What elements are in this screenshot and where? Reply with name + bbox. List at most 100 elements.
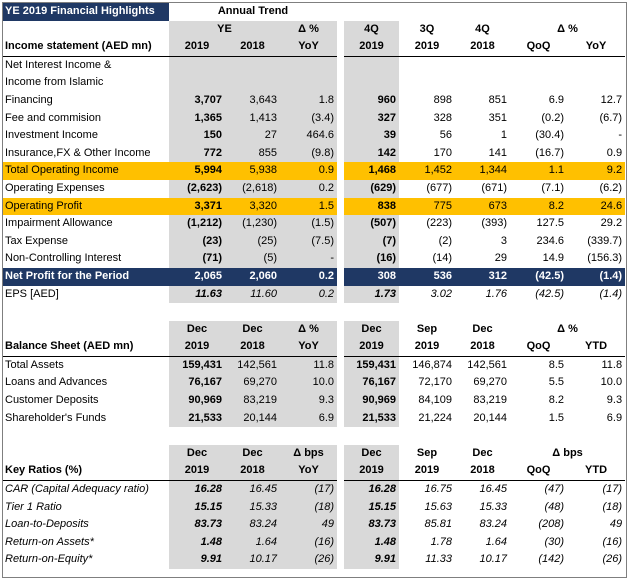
col-yoy-q: YoY xyxy=(567,38,626,57)
value-change-qoq: 8.5 xyxy=(548,358,565,371)
value-3q-2019: 775 xyxy=(399,197,456,216)
kr-col-2018: 2018 xyxy=(225,462,280,482)
value-sep-2019: 11.33 xyxy=(425,553,453,566)
bs-col-qoq: QoQ xyxy=(510,338,568,357)
value-dec-2018: 69,270 xyxy=(225,374,280,393)
col-yoy: YoY xyxy=(280,38,338,57)
value-dec-2018-q: 20,144 xyxy=(473,411,508,424)
value-sep-2019: 72,170 xyxy=(418,376,453,389)
column-gap xyxy=(337,91,345,110)
value-yoy: 0.2 xyxy=(280,285,338,304)
kr-dec-2: Dec xyxy=(225,444,280,463)
table-row: Net Profit for the Period 2,065 2,060 0.2 30… xyxy=(3,267,626,286)
value-4q-2019: (507) xyxy=(344,215,400,233)
ratios-header-row-2: Key Ratios (%) 2019 2018 YoY 2019 2019 2… xyxy=(3,462,626,482)
bs-col-dec-2019: 2019 xyxy=(344,338,400,357)
value-change-yoy: 11.8 xyxy=(280,356,338,375)
value-change-qoq: 1.5 xyxy=(548,411,565,424)
value-qoq: (7.1) xyxy=(541,181,565,194)
row-label: Insurance,FX & Other Income xyxy=(5,146,151,159)
value-4q-2019: 327 xyxy=(344,109,400,128)
row-label: Operating Expenses xyxy=(5,181,105,194)
financial-highlights-table: YE 2019 Financial Highlights Annual Tren… xyxy=(3,3,626,569)
value-3q-2019: (223) xyxy=(426,217,453,230)
nii-label-line1: Net Interest Income & xyxy=(5,58,112,71)
value-4q-2018: 851 xyxy=(488,93,508,106)
value-yoy: 1.5 xyxy=(280,197,338,216)
value-qoq: 14.9 xyxy=(542,252,565,265)
value-qoq: (30.4) xyxy=(535,129,565,142)
value-ye-2019: (71) xyxy=(169,250,225,268)
table-row: CAR (Capital Adequacy ratio) 16.28 16.45 (1… xyxy=(3,480,625,499)
table-row: Loan-to-Deposits 83.73 83.24 49 83.73 85.81 83… xyxy=(3,516,625,534)
value-ye-2018: 3,643 xyxy=(225,91,280,110)
row-label: Customer Deposits xyxy=(5,394,99,407)
kr-col-qoq: QoQ xyxy=(510,462,568,482)
value-yoy: 0.9 xyxy=(280,162,338,180)
column-gap xyxy=(337,197,345,216)
value-4q-2019: 1,468 xyxy=(344,162,400,180)
value-change-ytd: (18) xyxy=(602,500,623,513)
row-label: Financing xyxy=(5,93,53,106)
row-label: Investment Income xyxy=(5,129,98,142)
value-4q-2018: 1 xyxy=(500,129,508,142)
column-gap xyxy=(337,285,345,304)
value-change-yoy: 10.0 xyxy=(280,374,338,393)
value-change-ytd: (17) xyxy=(602,483,623,496)
value-yoy-q: (1.4) xyxy=(599,287,623,300)
nii-label-line2: Income from Islamic xyxy=(5,76,104,89)
nii-label-row-1: Net Interest Income & xyxy=(3,56,625,75)
row-label: Total Assets xyxy=(5,358,64,371)
value-dec-2018: 142,561 xyxy=(225,356,280,375)
value-ye-2019: 150 xyxy=(169,127,225,145)
income-heading: Income statement (AED mn) xyxy=(3,38,169,57)
value-yoy: (9.8) xyxy=(280,144,338,163)
q3-heading: 3Q xyxy=(419,22,435,35)
value-dec-2018-q: 10.17 xyxy=(479,553,508,566)
value-ye-2018: 11.60 xyxy=(225,285,280,304)
ratios-header-row-1: Dec Dec Δ bps Dec Sep Dec Δ bps xyxy=(3,444,625,463)
value-sep-2019: 85.81 xyxy=(424,518,453,531)
value-dec-2018-q: 69,270 xyxy=(473,376,508,389)
value-yoy-q: (1.4) xyxy=(567,267,626,286)
column-gap xyxy=(337,109,345,128)
value-dec-2019: 159,431 xyxy=(169,356,225,375)
table-row: EPS [AED] 11.63 11.60 0.2 1.73 3.02 1.76 (42.5)… xyxy=(3,285,625,304)
value-yoy: (3.4) xyxy=(280,109,338,128)
value-dec-2019-q: 83.73 xyxy=(344,516,400,534)
value-yoy: 1.8 xyxy=(280,91,338,110)
column-gap xyxy=(337,127,345,145)
table-row: Fee and commision 1,365 1,413 (3.4) 327 328 35… xyxy=(3,109,625,128)
value-4q-2018: 312 xyxy=(455,267,511,286)
value-yoy-q: 24.6 xyxy=(567,197,626,216)
row-label: Tier 1 Ratio xyxy=(5,500,62,513)
value-dec-2018: 16.45 xyxy=(225,480,280,499)
row-label: Net Profit for the Period xyxy=(3,267,169,286)
col-2019: 2019 xyxy=(169,38,225,57)
value-sep-2019: 21,224 xyxy=(418,411,453,424)
col-q3-2019: 2019 xyxy=(399,38,456,57)
value-3q-2019: 56 xyxy=(439,129,453,142)
value-yoy-q: - xyxy=(618,129,623,142)
row-label: EPS [AED] xyxy=(5,287,59,300)
value-change-ytd: (16) xyxy=(602,535,623,548)
value-ye-2019: (23) xyxy=(169,232,225,251)
kr-col-dec-2018: 2018 xyxy=(455,462,511,482)
bs-dec-2: Dec xyxy=(225,320,280,339)
value-dec-2018: 1.64 xyxy=(225,533,280,552)
nii-label-row-2: Income from Islamic xyxy=(3,74,625,92)
kr-bps-q: Δ bps xyxy=(552,446,583,459)
value-dec-2018-q: 16.45 xyxy=(479,483,508,496)
value-qoq: (0.2) xyxy=(541,111,565,124)
kr-sep: Sep xyxy=(416,446,438,459)
value-dec-2019-q: 1.48 xyxy=(344,533,400,552)
value-ye-2019: 5,994 xyxy=(169,162,225,180)
value-dec-2019-q: 9.91 xyxy=(344,551,400,569)
value-change-qoq: (48) xyxy=(544,500,565,513)
value-change-qoq: (30) xyxy=(544,535,565,548)
value-dec-2019-q: 15.15 xyxy=(344,498,400,517)
value-dec-2018-q: 83.24 xyxy=(479,518,508,531)
value-dec-2019: 76,167 xyxy=(169,374,225,393)
row-label: Return-on-Equity* xyxy=(5,553,93,566)
value-yoy-q: (156.3) xyxy=(587,252,623,265)
